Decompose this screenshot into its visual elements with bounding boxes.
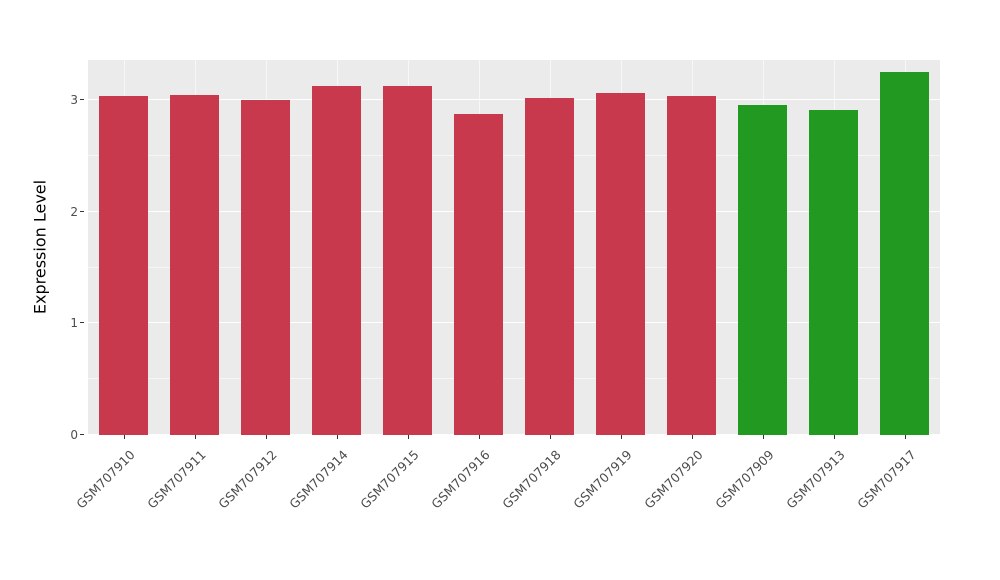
x-tick-label: GSM707911 [144,447,210,512]
bar-GSM707915 [382,85,433,435]
x-tick-mark [336,435,338,439]
gridline-major [88,210,940,212]
bar-GSM707909 [737,104,788,435]
x-tick-label: GSM707918 [499,447,565,512]
gridline-major [88,322,940,324]
y-tick-mark [80,210,84,212]
y-tick-mark [80,322,84,324]
y-tick-label: 2 [70,204,78,219]
bar-GSM707917 [879,72,930,435]
bar-GSM707913 [808,110,859,435]
x-tick-mark [407,435,409,439]
bar-GSM707919 [595,93,646,435]
bar-GSM707920 [666,95,717,435]
x-tick-mark [478,435,480,439]
bar-GSM707912 [240,100,291,435]
x-tick-label: GSM707915 [357,447,423,512]
x-tick-mark [265,435,267,439]
x-tick-mark [833,435,835,439]
x-tick-mark [620,435,622,439]
y-tick-label: 1 [70,316,78,331]
y-axis: 0 1 2 3 [0,60,84,442]
gridline-minor [88,154,940,156]
x-tick-label: GSM707912 [215,447,281,512]
y-tick-label: 0 [70,428,78,442]
y-tick-mark [80,99,84,101]
x-tick-label: GSM707910 [73,447,139,512]
x-tick-label: GSM707917 [854,447,920,512]
y-tick-label: 3 [70,93,78,108]
x-tick-label: GSM707920 [641,447,707,512]
gridline-minor [88,378,940,380]
x-tick-label: GSM707914 [286,447,352,512]
x-tick-mark [691,435,693,439]
bar-GSM707918 [524,97,575,435]
x-tick-label: GSM707919 [570,447,636,512]
x-tick-label: GSM707909 [712,447,778,512]
x-tick-mark [762,435,764,439]
x-tick-label: GSM707913 [783,447,849,512]
x-tick-label: GSM707916 [428,447,494,512]
x-tick-mark [194,435,196,439]
gridline-major [88,434,940,435]
bar-GSM707910 [98,95,149,435]
x-tick-mark [904,435,906,439]
gridline-minor [88,266,940,268]
y-tick-mark [80,434,84,435]
plot-panel [88,60,940,435]
x-tick-mark [123,435,125,439]
bar-GSM707916 [453,113,504,435]
gridline-major [88,99,940,101]
bar-GSM707914 [311,85,362,435]
bar-GSM707911 [169,94,220,435]
x-tick-mark [549,435,551,439]
